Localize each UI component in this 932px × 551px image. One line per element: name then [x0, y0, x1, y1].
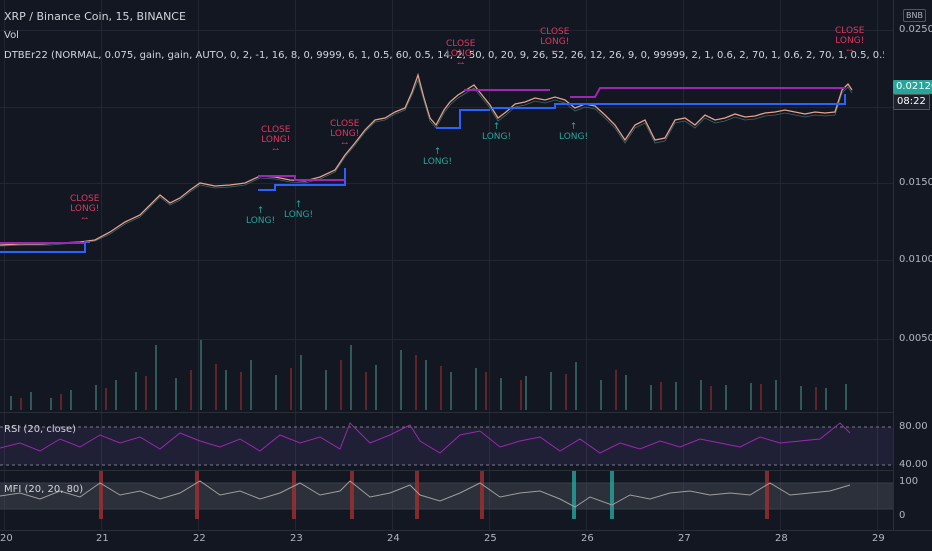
volume-legend[interactable]: Vol: [4, 30, 19, 41]
close-long-signal: CLOSE LONG! ⥎: [446, 39, 476, 69]
stop-line-4: [492, 94, 846, 109]
rsi-line: [0, 422, 851, 454]
mfi-legend[interactable]: MFI (20, 20, 80): [4, 484, 84, 495]
time-label: 24: [387, 533, 400, 544]
rsi-level-label: 80.00: [899, 421, 928, 432]
strategy-legend[interactable]: DTBEr22 (NORMAL, 0.075, gain, gain, AUTO…: [4, 50, 884, 61]
mfi-pane[interactable]: [0, 471, 893, 530]
pane-separator[interactable]: [0, 470, 932, 471]
countdown-badge: 08:22: [893, 94, 930, 110]
time-label: 26: [581, 533, 594, 544]
target-line-4: [570, 87, 845, 98]
time-label: 25: [484, 533, 497, 544]
price-series-noise: [0, 78, 853, 247]
close-long-signal: CLOSE LONG! ⥎: [540, 27, 570, 57]
currency-badge: BNB: [903, 9, 926, 22]
volume-bars-red: [20, 355, 817, 410]
time-label: 28: [775, 533, 788, 544]
pane-separator[interactable]: [0, 412, 932, 413]
long-signal: ↑ LONG!: [559, 122, 589, 142]
long-signal: ↑ LONG!: [423, 147, 453, 167]
time-label: 21: [96, 533, 109, 544]
price-series: [0, 72, 853, 246]
rsi-band: [0, 427, 893, 465]
close-long-signal: CLOSE LONG! ⥎: [330, 119, 360, 149]
mfi-overbought-marks: [99, 471, 769, 519]
time-label: 27: [678, 533, 691, 544]
rsi-pane[interactable]: [0, 413, 893, 470]
time-label: 23: [290, 533, 303, 544]
target-line-2: [258, 175, 345, 181]
close-long-signal: CLOSE LONG! ⥎: [835, 26, 865, 56]
mfi-oversold-marks: [572, 471, 614, 519]
stop-line: [0, 241, 90, 253]
time-label: 20: [0, 533, 13, 544]
rsi-legend[interactable]: RSI (20, close): [4, 424, 77, 435]
close-long-signal: CLOSE LONG! ⥎: [261, 125, 291, 155]
close-long-signal: CLOSE LONG! ⥎: [70, 194, 100, 224]
stop-line-3: [436, 109, 490, 129]
volume-bars: [10, 340, 847, 410]
mfi-level-label: 100: [899, 476, 919, 487]
time-axis[interactable]: [0, 530, 932, 551]
long-signal: ↑ LONG!: [246, 206, 276, 226]
time-label: 22: [193, 533, 206, 544]
long-signal: ↑ LONG!: [284, 200, 314, 220]
time-label: 29: [872, 533, 885, 544]
long-signal: ↑ LONG!: [482, 122, 512, 142]
mfi-line: [0, 480, 851, 508]
price-chart[interactable]: [0, 0, 893, 412]
symbol-title[interactable]: XRP / Binance Coin, 15, BINANCE: [4, 10, 186, 23]
mfi-level-label: 0: [899, 510, 906, 521]
mfi-band: [0, 483, 893, 509]
rsi-level-label: 40.00: [899, 459, 928, 470]
